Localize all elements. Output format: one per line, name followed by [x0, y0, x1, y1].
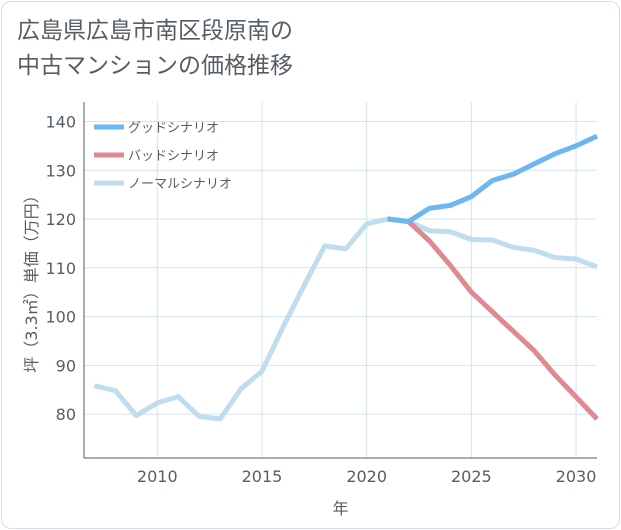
series-line-1	[387, 133, 599, 224]
y-axis-label: 坪（3.3㎡）単価（万円）	[22, 187, 41, 372]
y-tick-label: 140	[45, 113, 76, 132]
x-axis-label: 年	[332, 499, 348, 518]
y-tick-label: 130	[45, 161, 76, 180]
y-tick-label: 120	[45, 210, 76, 229]
x-tick-label: 2030	[556, 467, 597, 486]
axes	[83, 102, 597, 459]
y-tick-label: 100	[45, 308, 76, 327]
legend-label: バッドシナリオ	[128, 149, 219, 164]
y-tick-labels: 80 90 100 110 120 130 140	[45, 113, 76, 425]
grid-lines	[84, 102, 597, 458]
series-line-3	[93, 216, 598, 422]
series-lines	[93, 133, 599, 422]
title-line-2: 中古マンションの価格推移	[17, 53, 293, 79]
chart-title: 広島県広島市南区段原南の 中古マンションの価格推移	[17, 14, 293, 84]
y-tick-label: 90	[56, 356, 76, 375]
legend-label: ノーマルシナリオ	[128, 177, 232, 192]
legend-label: グッドシナリオ	[128, 121, 219, 136]
x-tick-label: 2025	[451, 467, 492, 486]
x-tick-label: 2010	[137, 467, 178, 486]
title-line-1: 広島県広島市南区段原南の	[17, 18, 293, 44]
y-tick-label: 80	[56, 405, 76, 424]
series-line-2	[387, 216, 599, 421]
x-tick-labels: 2010 2015 2020 2025 2030	[137, 467, 596, 486]
y-tick-label: 110	[45, 259, 76, 278]
x-tick-label: 2020	[346, 467, 387, 486]
x-tick-label: 2015	[242, 467, 283, 486]
